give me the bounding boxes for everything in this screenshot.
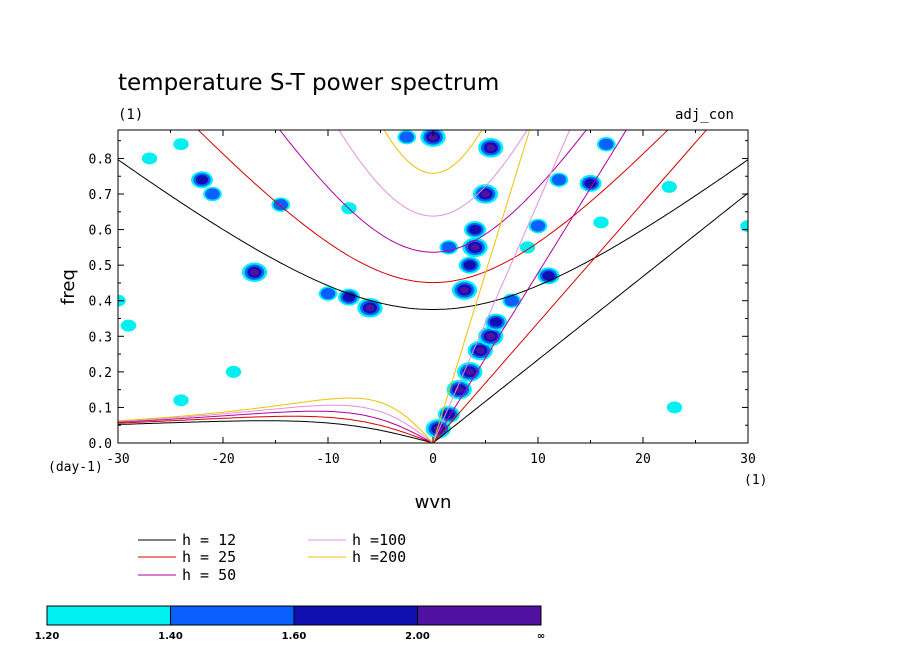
rossby-curve-h25 — [118, 415, 434, 443]
gravity-curve-h12 — [118, 159, 748, 310]
rossby-curve-h200 — [118, 397, 434, 443]
power-blob-22-level-0 — [173, 138, 189, 151]
x-tick-label: -10 — [316, 452, 339, 467]
kelvin-curve-h200 — [432, 130, 531, 443]
colorbar-level-label: ∞ — [537, 631, 545, 642]
power-blob-29-level-0 — [593, 216, 609, 229]
x-tick-label: 0 — [429, 452, 437, 467]
power-blob-34-level-0 — [120, 319, 137, 332]
power-blob-13-level-3 — [486, 144, 496, 152]
power-blob-32-level-1 — [504, 295, 520, 307]
power-blob-5-level-3 — [486, 332, 496, 340]
power-blob-30-level-1 — [598, 138, 614, 150]
colorbar-level-label: 1.40 — [158, 631, 183, 642]
kelvin-curve-h25 — [432, 130, 708, 443]
power-blob-35-level-0 — [225, 365, 242, 378]
gravity-curve-h100 — [338, 130, 528, 217]
power-blob-24-level-1 — [273, 199, 289, 211]
y-tick-label: 0.5 — [89, 259, 112, 274]
gravity-curve-h50 — [279, 130, 587, 253]
x-tick-label: 10 — [530, 452, 546, 467]
gravity-curve-h200 — [383, 130, 483, 174]
power-blob-28-level-2 — [584, 178, 597, 189]
y-tick-label: 0.2 — [89, 366, 112, 381]
x-unit-label: (1) — [744, 473, 767, 488]
chart-subtitle: (1) — [118, 107, 143, 123]
power-blob-27-level-1 — [551, 174, 567, 186]
y-tick-label: 0.1 — [89, 401, 112, 416]
rossby-curve-h100 — [118, 404, 434, 443]
power-blob-11-level-2 — [468, 224, 482, 235]
power-blob-39-level-0 — [666, 401, 683, 414]
power-blob-10-level-3 — [470, 244, 480, 251]
power-blob-40-level-0 — [740, 220, 748, 232]
rossby-curve-h12 — [118, 420, 434, 443]
power-blob-19-level-3 — [250, 268, 259, 276]
y-axis-label: freq — [58, 269, 79, 305]
power-contours — [118, 130, 748, 439]
colorbar-swatch-3 — [417, 605, 542, 626]
kelvin-curve-h12 — [432, 192, 748, 443]
x-axis: -30 -20 -10 0 10 20 30 — [106, 130, 756, 467]
run-label: adj_con — [675, 107, 734, 123]
x-tick-label: -20 — [211, 452, 234, 467]
power-blob-21-level-0 — [141, 152, 158, 165]
y-tick-label: 0.0 — [89, 437, 112, 452]
power-blob-14-level-3 — [428, 133, 438, 141]
legend-label-h200: h =200 — [352, 548, 406, 566]
power-blob-38-level-0 — [661, 180, 677, 193]
power-blob-6-level-2 — [489, 317, 503, 327]
x-axis-label: wvn — [415, 492, 452, 513]
y-unit-label: (day-1) — [48, 460, 103, 475]
power-blob-15-level-1 — [399, 131, 415, 143]
kelvin-curve-h100 — [432, 130, 571, 443]
y-axis: 0.0 0.1 0.2 0.3 0.4 0.5 0.6 0.7 0.8 — [89, 140, 748, 452]
colorbar-level-label: 1.20 — [35, 631, 60, 642]
rossby-curve-h50 — [118, 410, 434, 443]
power-blob-23-level-2 — [195, 175, 209, 185]
legend-label-h25: h = 25 — [182, 548, 236, 566]
x-tick-label: 20 — [635, 452, 651, 467]
x-tick-label: 30 — [740, 452, 756, 467]
power-blob-8-level-2 — [463, 260, 476, 270]
plot-frame — [117, 129, 749, 444]
legend-label-h100: h =100 — [352, 531, 406, 549]
y-tick-label: 0.3 — [89, 330, 112, 345]
power-blob-36-level-0 — [173, 394, 189, 407]
power-blob-3-level-3 — [465, 368, 475, 376]
chart-title: temperature S-T power spectrum — [118, 70, 499, 96]
legend-label-h12: h = 12 — [182, 531, 236, 549]
colorbar: 1.20 1.40 1.60 2.00 ∞ — [35, 605, 545, 642]
y-tick-label: 0.6 — [89, 224, 112, 239]
x-tick-label: -30 — [106, 452, 129, 467]
power-blob-26-level-1 — [530, 220, 546, 232]
power-blob-7-level-3 — [460, 286, 469, 294]
kelvin-curve-h50 — [432, 130, 627, 443]
power-blob-18-level-1 — [320, 287, 336, 300]
y-tick-label: 0.7 — [89, 188, 112, 203]
colorbar-level-label: 1.60 — [282, 631, 307, 642]
power-blob-16-level-3 — [365, 304, 375, 312]
colorbar-swatch-0 — [46, 605, 171, 626]
power-blob-12-level-3 — [481, 190, 490, 198]
colorbar-swatch-2 — [293, 605, 418, 626]
power-blob-31-level-2 — [542, 271, 555, 281]
power-blob-9-level-1 — [441, 241, 457, 254]
gravity-curve-h25 — [197, 130, 669, 284]
power-blob-4-level-3 — [475, 347, 485, 354]
power-blob-37-level-0 — [519, 241, 536, 254]
colorbar-swatch-1 — [170, 605, 295, 626]
dispersion-curves — [118, 130, 748, 443]
y-tick-label: 0.8 — [89, 152, 112, 167]
power-blob-20-level-1 — [205, 188, 220, 200]
y-tick-label: 0.4 — [89, 295, 113, 310]
colorbar-level-label: 2.00 — [405, 631, 430, 642]
legend-label-h50: h = 50 — [182, 566, 236, 584]
